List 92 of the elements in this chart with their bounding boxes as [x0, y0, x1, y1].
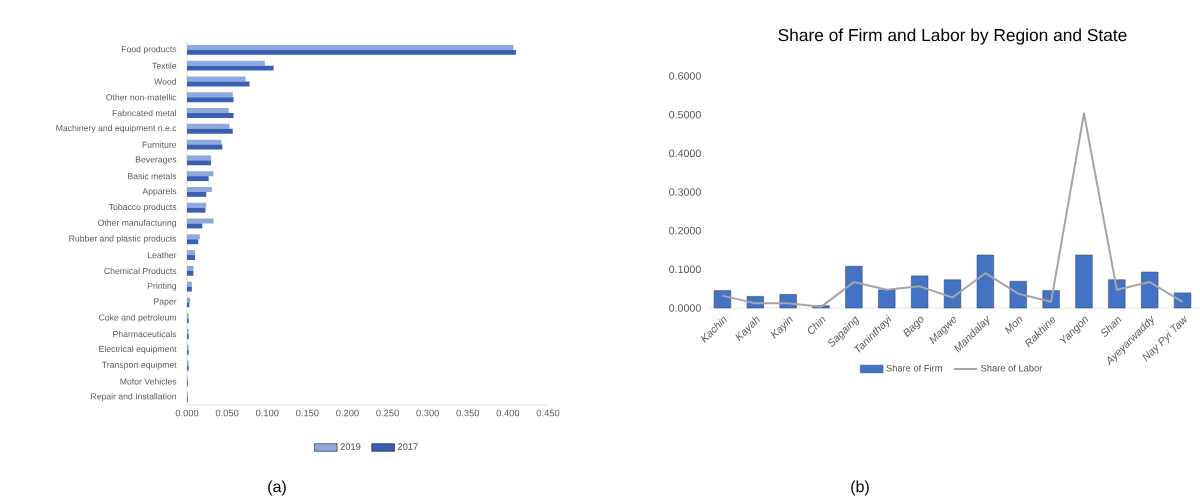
bar [187, 187, 212, 192]
y-tick-label: Furniture [142, 141, 177, 148]
bar [1173, 292, 1192, 309]
bar [187, 265, 194, 271]
y-tick-label: Transport equipmet [101, 361, 177, 370]
legend-label: Share of Labor [981, 364, 1043, 372]
bar [187, 239, 199, 245]
bar [187, 160, 212, 166]
legend-label: Share of Firm [886, 364, 942, 372]
y-tick-label: 0.2000 [669, 226, 701, 235]
y-tick-label: Tobacco products [108, 203, 177, 212]
bar [187, 60, 265, 66]
chart-title: Share of Firm and Labor by Region and State [778, 28, 1127, 45]
bar [187, 171, 214, 177]
bar [187, 286, 192, 292]
bar [187, 113, 234, 118]
bar [713, 290, 732, 309]
line-series [721, 112, 1184, 308]
bar [187, 108, 229, 114]
bar [845, 265, 863, 309]
y-tick-label: 0.4000 [669, 149, 701, 158]
x-tick-label: 0.450 [536, 409, 560, 417]
bar [187, 191, 207, 197]
y-tick-label: Fabricated metal [112, 109, 177, 117]
x-tick-label: Chin [807, 316, 826, 335]
y-tick-label: Other non-matellic [106, 94, 177, 101]
bar [911, 275, 929, 309]
bar [1075, 254, 1093, 309]
bar [187, 92, 233, 98]
bar [187, 97, 234, 103]
x-tick-label: 0.000 [175, 409, 199, 417]
bar [187, 144, 223, 150]
y-tick-label: 0.5000 [669, 110, 701, 119]
x-tick-label: 0.100 [255, 409, 279, 417]
bar [1108, 279, 1126, 309]
y-tick-label: 0.1000 [669, 265, 701, 274]
bar [187, 281, 192, 287]
bar [187, 255, 196, 260]
y-tick-label: 0.3000 [669, 188, 701, 196]
y-tick-label: Basic metals [128, 172, 177, 180]
bar [187, 250, 196, 256]
y-tick-label: Rubber and plastic products [69, 235, 177, 244]
y-tick-label: Machinery and equipment n.e.c [56, 124, 177, 133]
x-tick-label: Mon [1004, 316, 1023, 335]
bar [187, 155, 212, 161]
y-tick-label: Apparels [142, 187, 177, 196]
y-tick-label: Leather [147, 251, 177, 259]
text: (a) [268, 480, 286, 496]
bar [187, 176, 209, 182]
bar [187, 223, 203, 229]
legend-label: 2019 [340, 443, 361, 450]
bar [187, 65, 274, 71]
y-tick-label: Motor Vehicles [120, 378, 177, 385]
x-tick-label: 0.350 [456, 409, 480, 417]
bar [187, 44, 514, 50]
y-tick-label: 0.6000 [669, 72, 701, 80]
bar [187, 234, 200, 240]
x-tick-label: 0.300 [416, 409, 439, 417]
bar [878, 289, 896, 309]
y-tick-label: Wood [154, 78, 177, 85]
y-tick-label: Textile [152, 62, 177, 69]
y-tick-label: Other manufacturing [98, 219, 177, 228]
text: (b) [851, 480, 869, 496]
bar [187, 123, 230, 129]
y-tick-label: Food products [121, 45, 177, 54]
x-tick-label: 0.050 [215, 409, 239, 417]
bar [976, 254, 994, 309]
x-tick-label: 0.250 [376, 409, 399, 417]
bar [943, 279, 962, 309]
x-tick-label: 0.150 [296, 409, 319, 417]
bar [187, 270, 194, 276]
x-tick-label: 0.200 [336, 409, 359, 417]
y-tick-label: Electrical equipment [99, 345, 177, 354]
bar [187, 81, 250, 87]
bar [187, 202, 207, 208]
bar [187, 128, 233, 134]
y-tick-label: Chemical Products [104, 267, 177, 275]
y-tick-label: Beverages [135, 156, 177, 165]
bar [187, 49, 516, 55]
bar [187, 207, 206, 213]
bar [1141, 271, 1159, 309]
bar [187, 297, 191, 303]
legend-label: 2017 [397, 443, 418, 450]
bar [1009, 281, 1027, 309]
bar [187, 139, 222, 145]
y-tick-label: Repair and Installation [91, 393, 177, 402]
y-tick-label: Printing [147, 282, 177, 291]
y-tick-label: Pharmaceuticals [113, 330, 177, 338]
y-tick-label: 0.0000 [669, 304, 701, 312]
x-tick-label: 0.400 [496, 409, 520, 417]
y-tick-label: Coke and petroleum [99, 314, 177, 323]
y-tick-label: Paper [154, 298, 177, 307]
